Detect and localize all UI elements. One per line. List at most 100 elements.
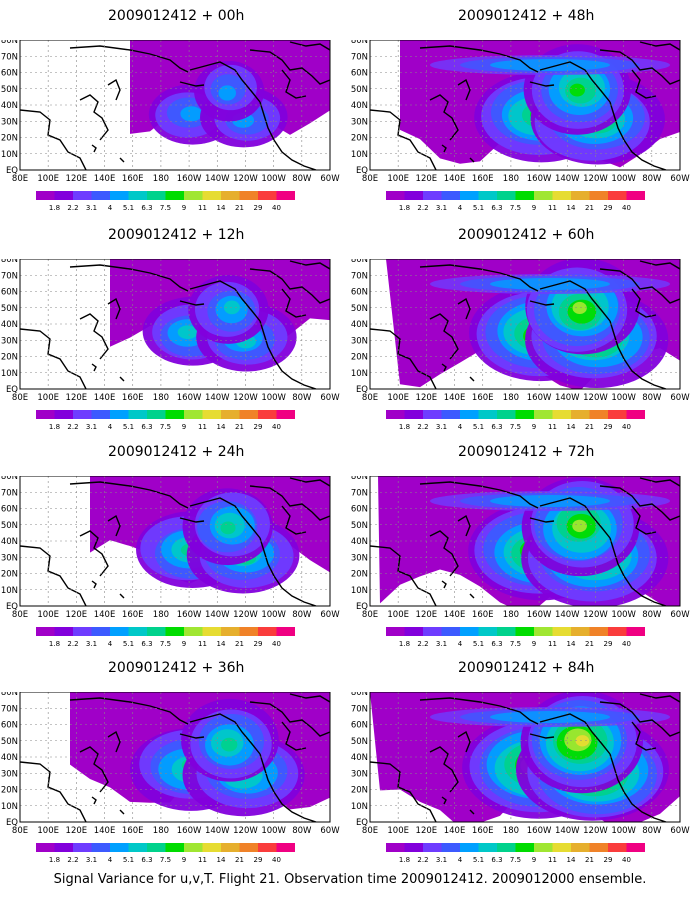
legend-label: 11 xyxy=(548,856,557,864)
legend-swatch xyxy=(478,843,497,852)
lon-tick-label: 100E xyxy=(387,174,409,184)
coastline xyxy=(107,297,121,320)
lat-tick-label: 80N xyxy=(1,40,18,46)
lon-tick-label: 140W xyxy=(555,610,580,620)
legend-label: 5.1 xyxy=(473,204,484,212)
lon-tick-label: 120W xyxy=(233,174,258,184)
coastline xyxy=(79,313,109,360)
legend-label: 2.2 xyxy=(417,423,428,431)
coastline xyxy=(599,701,680,737)
legend-swatch xyxy=(258,627,277,636)
map-panel: 80E 100E 120E 140E 160E 180 160W 140W 120W 100W 80… xyxy=(351,476,690,648)
legend-label: 40 xyxy=(622,204,631,212)
legend-label: 9 xyxy=(532,640,536,648)
legend-swatch xyxy=(497,191,516,200)
lon-tick-label: 60W xyxy=(670,393,690,403)
legend-swatch xyxy=(73,627,92,636)
variance-contour xyxy=(218,85,237,101)
legend-label: 5.1 xyxy=(473,640,484,648)
legend-label: 11 xyxy=(198,423,207,431)
legend-label: 40 xyxy=(272,423,281,431)
coastline xyxy=(91,796,97,805)
legend-label: 3.1 xyxy=(86,204,97,212)
coastline xyxy=(419,45,539,73)
coastline xyxy=(457,78,471,101)
lat-tick-label: 40N xyxy=(1,101,18,111)
coastline xyxy=(20,545,87,606)
lat-tick-label: 50N xyxy=(351,737,368,747)
lat-tick-label: 20N xyxy=(351,570,368,580)
legend-swatch xyxy=(460,843,479,852)
lon-tick-label: 80E xyxy=(12,393,28,403)
lat-tick-label: EQ xyxy=(6,385,18,395)
legend-label: 11 xyxy=(198,204,207,212)
lon-tick-label: 160W xyxy=(527,610,552,620)
lat-tick-label: 30N xyxy=(351,553,368,563)
coastline xyxy=(69,45,189,73)
lon-tick-label: 80W xyxy=(642,393,662,403)
lon-tick-label: 60W xyxy=(320,174,340,184)
legend-label: 40 xyxy=(272,856,281,864)
legend-label: 4 xyxy=(108,423,113,431)
coastline xyxy=(79,94,109,141)
legend-label: 1.8 xyxy=(399,640,410,648)
coastline xyxy=(599,485,680,521)
panel-title: 2009012412 + 60h xyxy=(458,227,595,243)
lon-tick-label: 60W xyxy=(320,393,340,403)
variance-contour xyxy=(223,300,240,315)
lat-tick-label: EQ xyxy=(6,602,18,612)
legend-swatch xyxy=(441,410,460,419)
coastline xyxy=(249,485,330,521)
lat-tick-label: 30N xyxy=(351,769,368,779)
coastline xyxy=(289,41,330,51)
legend-swatch xyxy=(478,191,497,200)
lat-tick-label: 10N xyxy=(1,802,18,812)
variance-contour xyxy=(490,59,610,71)
lat-tick-label: 30N xyxy=(1,553,18,563)
lon-tick-label: 60W xyxy=(320,610,340,620)
legend-swatch xyxy=(478,410,497,419)
legend-swatch xyxy=(276,410,295,419)
legend-swatch xyxy=(608,191,627,200)
lat-tick-label: 80N xyxy=(1,476,18,482)
lon-tick-label: 160W xyxy=(177,174,202,184)
legend-swatch xyxy=(404,191,423,200)
legend-label: 1.8 xyxy=(49,856,60,864)
legend-swatch xyxy=(276,843,295,852)
coastline xyxy=(639,41,680,51)
coastline xyxy=(441,144,447,153)
legend-swatch xyxy=(386,410,405,419)
lon-tick-label: 80E xyxy=(12,174,28,184)
legend-swatch xyxy=(534,843,553,852)
lat-tick-label: EQ xyxy=(356,818,368,828)
legend-label: 5.1 xyxy=(123,856,134,864)
legend-swatch xyxy=(626,627,645,636)
lon-tick-label: 120E xyxy=(416,826,438,836)
legend-label: 6.3 xyxy=(141,640,152,648)
lon-tick-label: 100W xyxy=(261,826,286,836)
legend-label: 4 xyxy=(108,640,113,648)
coastline xyxy=(469,157,475,163)
coastline xyxy=(539,280,611,322)
lon-tick-label: 100W xyxy=(611,174,636,184)
legend-swatch xyxy=(36,410,55,419)
lon-tick-label: 100E xyxy=(387,826,409,836)
map-panel: 80E 100E 120E 140E 160E 180 160W 140W 120W 100W 80… xyxy=(1,259,340,431)
lon-tick-label: 140W xyxy=(205,393,230,403)
legend-swatch xyxy=(54,843,73,852)
lon-tick-label: 60W xyxy=(670,174,690,184)
lon-tick-label: 140E xyxy=(94,393,116,403)
lon-tick-label: 160W xyxy=(177,610,202,620)
coastline xyxy=(189,61,261,103)
lon-tick-label: 120E xyxy=(66,174,88,184)
lat-tick-label: EQ xyxy=(356,166,368,176)
lon-tick-label: 120E xyxy=(66,826,88,836)
legend-label: 9 xyxy=(182,204,186,212)
legend-swatch xyxy=(589,410,608,419)
lon-tick-label: 120E xyxy=(66,393,88,403)
legend-swatch xyxy=(608,410,627,419)
legend-label: 29 xyxy=(254,204,263,212)
coastline xyxy=(249,49,330,85)
legend-label: 14 xyxy=(217,204,226,212)
